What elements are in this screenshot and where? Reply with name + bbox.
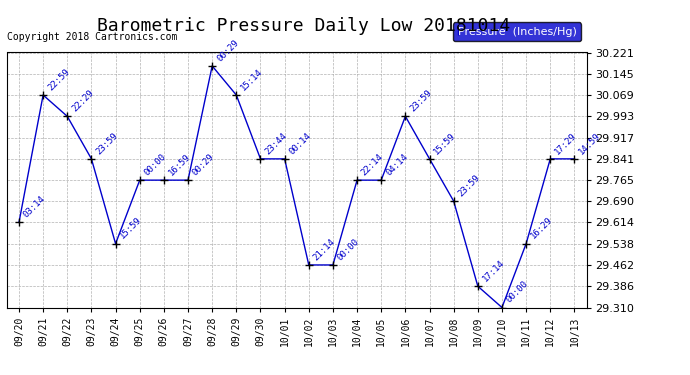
Text: 00:00: 00:00 xyxy=(505,279,530,305)
Text: 00:29: 00:29 xyxy=(215,38,240,63)
Text: 22:59: 22:59 xyxy=(46,67,71,92)
Text: 23:44: 23:44 xyxy=(264,131,288,156)
Text: 04:14: 04:14 xyxy=(384,152,409,177)
Text: 00:00: 00:00 xyxy=(143,152,168,177)
Text: 23:59: 23:59 xyxy=(95,131,119,156)
Text: 16:59: 16:59 xyxy=(167,152,192,177)
Text: 22:14: 22:14 xyxy=(360,152,385,177)
Text: 15:59: 15:59 xyxy=(433,131,457,156)
Text: 16:29: 16:29 xyxy=(529,216,554,241)
Text: 23:59: 23:59 xyxy=(457,173,482,198)
Text: Barometric Pressure Daily Low 20181014: Barometric Pressure Daily Low 20181014 xyxy=(97,17,510,35)
Text: 14:59: 14:59 xyxy=(578,131,602,156)
Text: 22:29: 22:29 xyxy=(70,88,95,114)
Text: 00:00: 00:00 xyxy=(336,237,361,262)
Text: 15:59: 15:59 xyxy=(119,216,144,241)
Text: 17:14: 17:14 xyxy=(481,258,506,284)
Text: 00:29: 00:29 xyxy=(191,152,216,177)
Legend: Pressure  (Inches/Hg): Pressure (Inches/Hg) xyxy=(453,22,581,41)
Text: 17:29: 17:29 xyxy=(553,131,578,156)
Text: Copyright 2018 Cartronics.com: Copyright 2018 Cartronics.com xyxy=(7,32,177,42)
Text: 21:14: 21:14 xyxy=(312,237,337,262)
Text: 23:59: 23:59 xyxy=(408,88,433,114)
Text: 03:14: 03:14 xyxy=(22,194,47,220)
Text: 15:14: 15:14 xyxy=(239,67,264,92)
Text: 00:14: 00:14 xyxy=(288,131,313,156)
